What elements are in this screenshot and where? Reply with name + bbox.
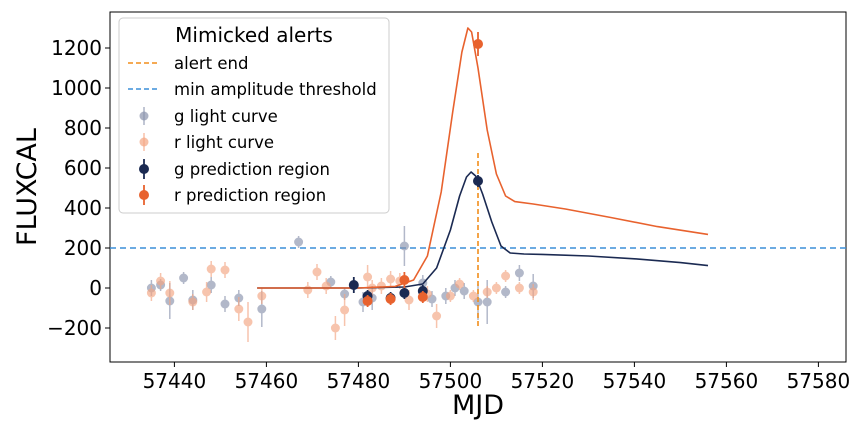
r-model-curve bbox=[257, 27, 709, 289]
x-tick-label: 57440 bbox=[143, 369, 207, 393]
data-point bbox=[473, 39, 483, 49]
data-point bbox=[206, 264, 216, 274]
data-point bbox=[294, 237, 304, 247]
data-point bbox=[432, 311, 442, 321]
data-point bbox=[257, 304, 267, 314]
data-point bbox=[340, 305, 350, 315]
legend-label-alert-end: alert end bbox=[174, 54, 248, 73]
plot-frame bbox=[109, 11, 847, 363]
data-point bbox=[243, 317, 253, 327]
data-point bbox=[363, 272, 373, 282]
legend-item-r-prediction: r prediction region bbox=[139, 185, 326, 205]
y-tick-label: 1000 bbox=[51, 76, 102, 100]
y-tick-label: 1200 bbox=[51, 36, 102, 60]
legend-item-alert-end: alert end bbox=[128, 54, 248, 73]
x-tick-label: 57500 bbox=[419, 369, 483, 393]
data-point bbox=[303, 285, 313, 295]
data-point bbox=[417, 292, 428, 302]
data-point bbox=[179, 273, 189, 283]
legend-marker-g-light bbox=[139, 111, 149, 121]
data-point bbox=[399, 241, 409, 251]
data-point bbox=[220, 299, 230, 309]
legend-item-r-light-curve: r light curve bbox=[139, 133, 274, 152]
legend-item-threshold: min amplitude threshold bbox=[128, 80, 377, 99]
y-tick-label: 0 bbox=[89, 276, 102, 300]
legend: Mimicked alerts alert end min amplitude … bbox=[118, 17, 390, 214]
y-tick-label: 800 bbox=[64, 116, 102, 140]
x-tick-label: 57520 bbox=[511, 369, 575, 393]
y-tick-label: 400 bbox=[64, 196, 102, 220]
y-tick-label: 600 bbox=[64, 156, 102, 180]
data-point bbox=[399, 275, 410, 285]
x-tick-label: 57540 bbox=[603, 369, 667, 393]
data-point bbox=[385, 294, 396, 304]
legend-title: Mimicked alerts bbox=[175, 23, 333, 47]
y-axis-title: FLUXCAL bbox=[12, 128, 43, 246]
legend-marker-g-pred bbox=[139, 164, 149, 174]
r-prediction-series bbox=[362, 32, 483, 307]
data-point bbox=[165, 288, 175, 298]
data-point bbox=[468, 291, 478, 301]
data-point bbox=[514, 283, 524, 293]
data-point bbox=[220, 265, 230, 275]
legend-item-g-light-curve: g light curve bbox=[139, 107, 278, 126]
data-point bbox=[188, 297, 198, 307]
x-tick-label: 57580 bbox=[787, 369, 851, 393]
legend-label-r-light: r light curve bbox=[174, 133, 274, 152]
data-point bbox=[491, 283, 501, 293]
data-point bbox=[234, 304, 244, 314]
x-tick-label: 57480 bbox=[327, 369, 391, 393]
legend-label-g-light: g light curve bbox=[174, 107, 278, 126]
data-point bbox=[399, 288, 410, 298]
data-point bbox=[376, 281, 386, 291]
data-point bbox=[404, 295, 414, 305]
x-axis-title: MJD bbox=[452, 390, 504, 421]
data-point bbox=[514, 268, 524, 278]
data-point bbox=[146, 288, 156, 298]
data-point bbox=[455, 279, 465, 289]
data-layer bbox=[110, 27, 846, 342]
data-point bbox=[257, 291, 267, 301]
data-point bbox=[321, 281, 331, 291]
data-point bbox=[312, 267, 322, 277]
data-point bbox=[459, 286, 469, 296]
data-point bbox=[206, 280, 216, 290]
data-point bbox=[482, 287, 492, 297]
legend-item-g-prediction: g prediction region bbox=[139, 159, 330, 179]
x-tick-label: 57560 bbox=[695, 369, 759, 393]
x-tick-label: 57460 bbox=[235, 369, 299, 393]
legend-marker-r-light bbox=[139, 137, 149, 147]
legend-marker-r-pred bbox=[139, 190, 149, 200]
data-point bbox=[348, 280, 359, 290]
data-point bbox=[386, 274, 396, 284]
legend-label-threshold: min amplitude threshold bbox=[174, 80, 377, 99]
data-point bbox=[501, 271, 511, 281]
data-point bbox=[445, 291, 455, 301]
data-point bbox=[482, 297, 492, 307]
y-tick-label: −200 bbox=[47, 316, 102, 340]
data-point bbox=[501, 287, 511, 297]
data-point bbox=[156, 276, 166, 286]
data-point bbox=[473, 176, 483, 186]
axes-layer: 57440 57460 57480 57500 57520 57540 57560 57580… bbox=[47, 36, 850, 393]
data-point bbox=[362, 296, 373, 306]
data-point bbox=[528, 287, 538, 297]
data-point bbox=[202, 287, 212, 297]
legend-box bbox=[118, 17, 390, 214]
y-tick-label: 200 bbox=[64, 236, 102, 260]
data-point bbox=[330, 323, 340, 333]
legend-label-r-pred: r prediction region bbox=[174, 186, 326, 205]
legend-label-g-pred: g prediction region bbox=[174, 160, 330, 179]
